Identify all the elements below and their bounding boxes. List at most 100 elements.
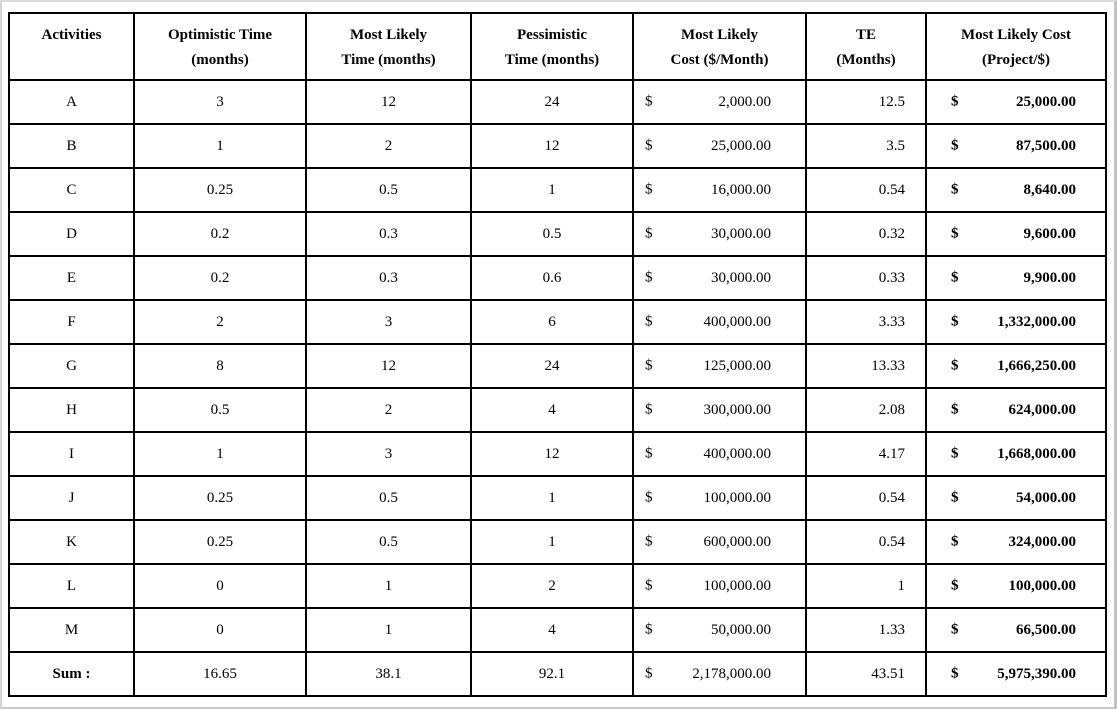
sum-most-likely: 38.1	[305, 651, 472, 697]
cell-most-likely: 0.5	[305, 167, 472, 213]
sum-cost-project: $5,975,390.00	[925, 651, 1107, 697]
cell-activity: G	[8, 343, 135, 389]
cell-te: 0.54	[805, 475, 927, 521]
cell-optimistic: 8	[133, 343, 307, 389]
dollar-sign: $	[645, 269, 653, 286]
cell-activity: J	[8, 475, 135, 521]
cell-te: 3.33	[805, 299, 927, 345]
cost-project-amount: 1,666,250.00	[997, 357, 1076, 374]
cost-project-amount: 9,900.00	[1023, 269, 1077, 286]
table-row: H 0.5 2 4 $300,000.00 2.08 $624,000.00	[8, 387, 1107, 433]
table-row: L 0 1 2 $100,000.00 1 $100,000.00	[8, 563, 1107, 609]
cell-cost-month: $400,000.00	[632, 431, 807, 477]
cell-cost-project: $1,332,000.00	[925, 299, 1107, 345]
cell-activity: H	[8, 387, 135, 433]
cost-project-amount: 9,600.00	[1023, 225, 1077, 242]
cell-te: 0.54	[805, 519, 927, 565]
header-row: Activities Optimistic Time (months) Most …	[8, 12, 1107, 81]
sum-te: 43.51	[805, 651, 927, 697]
cell-pessimistic: 0.6	[470, 255, 634, 301]
col-header-line2: (months)	[191, 52, 249, 68]
dollar-sign: $	[951, 445, 959, 462]
cell-most-likely: 0.3	[305, 255, 472, 301]
cost-project-amount: 25,000.00	[1016, 93, 1076, 110]
sum-label: Sum :	[8, 651, 135, 697]
cell-cost-month: $100,000.00	[632, 563, 807, 609]
col-header-line2: Time (months)	[504, 52, 600, 68]
cell-cost-project: $87,500.00	[925, 123, 1107, 169]
cell-optimistic: 0.5	[133, 387, 307, 433]
cost-project-amount: 624,000.00	[1008, 401, 1077, 418]
cell-optimistic: 1	[133, 431, 307, 477]
cost-month-amount: 300,000.00	[703, 401, 772, 418]
table-row: G 8 12 24 $125,000.00 13.33 $1,666,250.0…	[8, 343, 1107, 389]
cell-activity: A	[8, 79, 135, 125]
cost-month-amount: 25,000.00	[711, 137, 771, 154]
cell-most-likely: 0.3	[305, 211, 472, 257]
cost-project-amount: 324,000.00	[1008, 533, 1077, 550]
cell-optimistic: 0.25	[133, 519, 307, 565]
table-row: K 0.25 0.5 1 $600,000.00 0.54 $324,000.0…	[8, 519, 1107, 565]
cell-cost-project: $9,600.00	[925, 211, 1107, 257]
col-header-line1: Activities	[41, 27, 102, 43]
dollar-sign: $	[645, 665, 653, 682]
cell-cost-project: $324,000.00	[925, 519, 1107, 565]
cost-month-amount: 125,000.00	[703, 357, 772, 374]
cell-te: 0.33	[805, 255, 927, 301]
cell-cost-month: $125,000.00	[632, 343, 807, 389]
dollar-sign: $	[645, 445, 653, 462]
cell-cost-project: $624,000.00	[925, 387, 1107, 433]
cell-optimistic: 0	[133, 563, 307, 609]
cell-te: 2.08	[805, 387, 927, 433]
sum-pessimistic: 92.1	[470, 651, 634, 697]
cell-activity: F	[8, 299, 135, 345]
dollar-sign: $	[645, 533, 653, 550]
cell-cost-project: $25,000.00	[925, 79, 1107, 125]
cell-te: 1	[805, 563, 927, 609]
cost-project-amount: 100,000.00	[1008, 577, 1077, 594]
sum-row: Sum : 16.65 38.1 92.1 $2,178,000.00 43.5…	[8, 651, 1107, 697]
cell-most-likely: 12	[305, 343, 472, 389]
dollar-sign: $	[645, 313, 653, 330]
cell-pessimistic: 4	[470, 387, 634, 433]
cost-project-amount: 1,668,000.00	[997, 445, 1076, 462]
cell-optimistic: 0	[133, 607, 307, 653]
cell-cost-project: $66,500.00	[925, 607, 1107, 653]
table-row: C 0.25 0.5 1 $16,000.00 0.54 $8,640.00	[8, 167, 1107, 213]
cost-month-amount: 30,000.00	[711, 269, 771, 286]
cell-optimistic: 0.25	[133, 167, 307, 213]
cost-month-amount: 16,000.00	[711, 181, 771, 198]
cell-te: 1.33	[805, 607, 927, 653]
cell-cost-month: $400,000.00	[632, 299, 807, 345]
cell-optimistic: 2	[133, 299, 307, 345]
cell-pessimistic: 12	[470, 431, 634, 477]
col-header-most-likely-time: Most Likely Time (months)	[305, 12, 472, 81]
col-header-line1: Most Likely	[349, 27, 428, 43]
cost-month-amount: 100,000.00	[703, 489, 772, 506]
col-header-activities: Activities	[8, 12, 135, 81]
table-row: M 0 1 4 $50,000.00 1.33 $66,500.00	[8, 607, 1107, 653]
dollar-sign: $	[951, 533, 959, 550]
dollar-sign: $	[645, 137, 653, 154]
cell-most-likely: 0.5	[305, 475, 472, 521]
cell-most-likely: 2	[305, 387, 472, 433]
sum-optimistic: 16.65	[133, 651, 307, 697]
cell-optimistic: 0.25	[133, 475, 307, 521]
table-row: D 0.2 0.3 0.5 $30,000.00 0.32 $9,600.00	[8, 211, 1107, 257]
cell-activity: B	[8, 123, 135, 169]
cell-te: 0.32	[805, 211, 927, 257]
col-header-line1: Most Likely	[680, 27, 759, 43]
cell-most-likely: 3	[305, 299, 472, 345]
cost-month-amount: 50,000.00	[711, 621, 771, 638]
cell-cost-month: $600,000.00	[632, 519, 807, 565]
cell-cost-month: $25,000.00	[632, 123, 807, 169]
dollar-sign: $	[951, 621, 959, 638]
cell-pessimistic: 24	[470, 343, 634, 389]
dollar-sign: $	[951, 137, 959, 154]
cell-cost-month: $300,000.00	[632, 387, 807, 433]
cost-month-amount: 400,000.00	[703, 313, 772, 330]
cell-cost-project: $1,668,000.00	[925, 431, 1107, 477]
cell-cost-month: $16,000.00	[632, 167, 807, 213]
col-header-line2: (Months)	[836, 52, 896, 68]
dollar-sign: $	[951, 357, 959, 374]
